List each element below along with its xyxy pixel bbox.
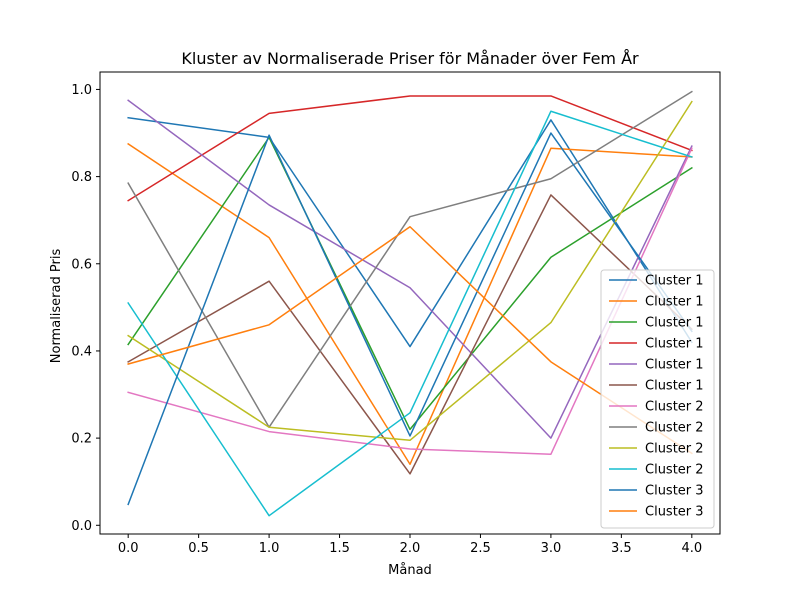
legend-entry-label: Cluster 1 bbox=[645, 316, 704, 331]
chart-title: Kluster av Normaliserade Priser för Måna… bbox=[181, 49, 639, 68]
series-line-12 bbox=[127, 225, 693, 455]
x-tick-label: 4.0 bbox=[681, 541, 702, 556]
series-line-6 bbox=[127, 194, 693, 475]
series-line-4 bbox=[127, 95, 693, 202]
legend-entry-label: Cluster 1 bbox=[645, 274, 704, 289]
series-line-5 bbox=[127, 99, 693, 439]
y-tick-label: 0.8 bbox=[71, 170, 92, 185]
legend-entry-label: Cluster 2 bbox=[645, 400, 704, 415]
legend: Cluster 1 Cluster 1 Cluster 1 Cluster 1 Clus… bbox=[600, 269, 715, 529]
legend-entry-label: Cluster 1 bbox=[645, 295, 704, 310]
x-tick-label: 0.5 bbox=[188, 541, 209, 556]
x-tick-label: 3.0 bbox=[541, 541, 562, 556]
x-tick-label: 3.5 bbox=[611, 541, 632, 556]
plot-area: 0.0 0.5 1.0 1.5 2.0 2.5 3.0 3.5 4.0 0.0 0.2 0.4 0.6 0… bbox=[71, 71, 721, 556]
y-tick-label: 0.4 bbox=[71, 344, 92, 359]
series-line-11 bbox=[127, 132, 693, 506]
legend-entry-label: Cluster 2 bbox=[645, 442, 704, 457]
legend-entry-label: Cluster 1 bbox=[645, 337, 704, 352]
x-axis-label: Månad bbox=[388, 563, 432, 578]
x-tick-label: 2.0 bbox=[400, 541, 421, 556]
legend-entry-label: Cluster 2 bbox=[645, 463, 704, 478]
y-tick-label: 0.2 bbox=[71, 432, 92, 447]
series-line-9 bbox=[127, 100, 693, 442]
y-tick-label: 0.6 bbox=[71, 257, 92, 272]
legend-entry-label: Cluster 1 bbox=[645, 358, 704, 373]
x-tick-label: 2.5 bbox=[470, 541, 491, 556]
series-line-8 bbox=[127, 90, 693, 428]
x-tick-label: 1.0 bbox=[259, 541, 280, 556]
series-line-10 bbox=[127, 110, 693, 517]
legend-box bbox=[600, 269, 715, 529]
series-line-7 bbox=[127, 147, 693, 455]
y-axis-label: Normaliserad Pris bbox=[49, 249, 64, 364]
series-line-3 bbox=[127, 136, 693, 431]
legend-entry-label: Cluster 1 bbox=[645, 379, 704, 394]
legend-entry-label: Cluster 3 bbox=[645, 484, 704, 499]
legend-entry-label: Cluster 2 bbox=[645, 421, 704, 436]
y-tick-label: 1.0 bbox=[71, 83, 92, 98]
series-line-1 bbox=[127, 116, 693, 348]
x-tick-label: 1.5 bbox=[329, 541, 350, 556]
x-tick-label: 0.0 bbox=[118, 541, 139, 556]
legend-entry-label: Cluster 3 bbox=[645, 505, 704, 520]
y-tick-label: 0.0 bbox=[71, 519, 92, 534]
